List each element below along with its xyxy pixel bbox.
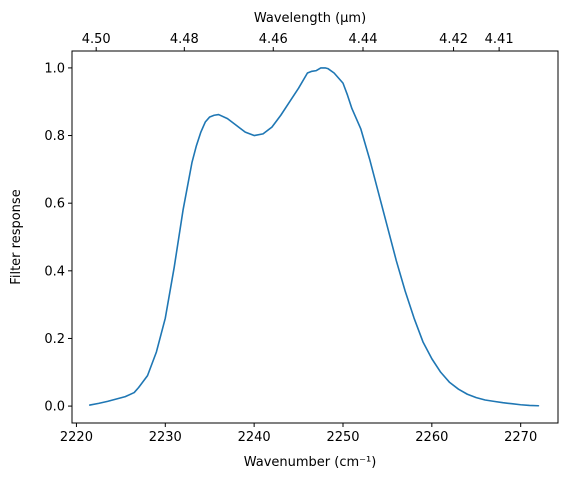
y-tick-label: 0.6 <box>44 197 65 212</box>
axes-frame <box>71 50 559 424</box>
y-axis-ticks: 0.0 0.2 0.4 0.6 0.8 1.0 <box>44 61 72 415</box>
x-axis-ticks: 2220 2230 2240 2250 2260 2270 <box>60 423 537 445</box>
x-tick-label: 2220 <box>60 430 93 445</box>
x-tick-label: 2250 <box>326 430 359 445</box>
top-tick-label: 4.50 <box>82 32 111 47</box>
y-tick-label: 0.4 <box>44 264 65 279</box>
top-tick-label: 4.42 <box>439 32 468 47</box>
x-tick-label: 2240 <box>238 430 271 445</box>
top-tick-label: 4.41 <box>485 32 514 47</box>
x-tick-label: 2260 <box>415 430 448 445</box>
y-tick-label: 0.0 <box>44 400 65 415</box>
top-tick-label: 4.48 <box>170 32 199 47</box>
top-tick-label: 4.46 <box>259 32 288 47</box>
y-tick-label: 0.2 <box>44 332 65 347</box>
plot-area <box>88 67 540 407</box>
top-axis-ticks: 4.50 4.48 4.46 4.44 4.42 4.41 <box>82 32 514 51</box>
x-tick-label: 2270 <box>504 430 537 445</box>
x-tick-label: 2230 <box>149 430 182 445</box>
top-tick-label: 4.44 <box>349 32 378 47</box>
series-line-0 <box>88 67 540 407</box>
y-axis-label: Filter response <box>9 189 24 284</box>
y-tick-label: 1.0 <box>44 61 65 76</box>
y-tick-label: 0.8 <box>44 129 65 144</box>
top-axis-label: Wavelength (μm) <box>254 11 366 26</box>
x-axis-label: Wavenumber (cm⁻¹) <box>244 455 377 470</box>
